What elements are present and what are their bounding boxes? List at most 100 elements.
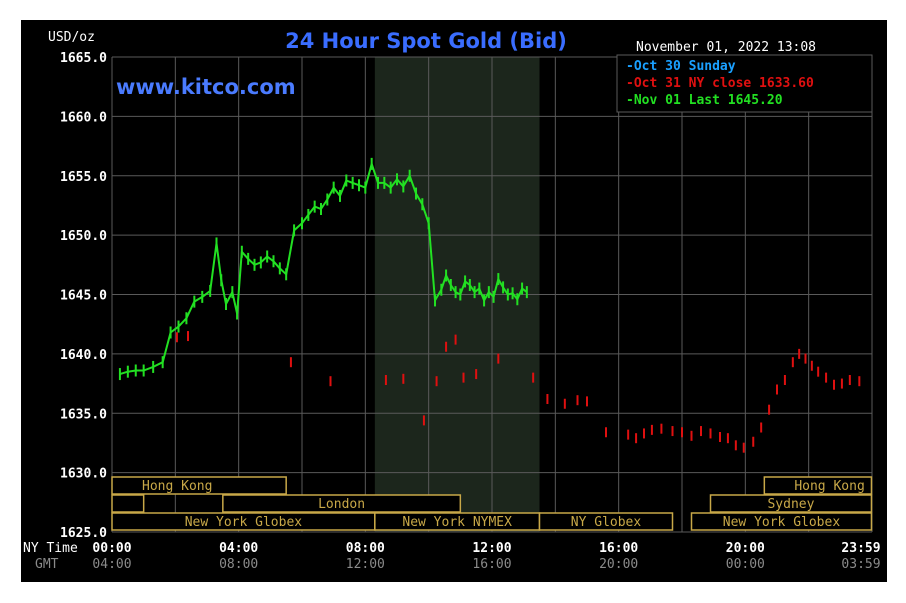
today-tick-39	[383, 176, 386, 189]
x-tick-label-gmt: 08:00	[219, 557, 258, 572]
today-tick-47	[434, 294, 436, 307]
today-tick-65	[521, 282, 524, 295]
previous-tick-9	[454, 334, 457, 345]
previous-tick-19	[627, 429, 630, 440]
previous-tick-29	[719, 432, 721, 442]
session-box	[111, 494, 145, 513]
previous-tick-18	[605, 427, 607, 438]
x-tick-label-ny: 20:00	[726, 541, 765, 556]
gold-price-chart: Hong Kong Hong Kong London Sydney New York G…	[21, 20, 887, 582]
x-tick-label-gmt: 12:00	[346, 557, 385, 572]
previous-tick-30	[726, 433, 729, 444]
previous-tick-17	[586, 396, 588, 407]
previous-tick-2	[289, 357, 292, 368]
x-axis: 00:0004:0004:0008:0008:0012:0012:0016:00…	[92, 541, 880, 572]
today-tick-19	[253, 258, 256, 271]
previous-tick-13	[532, 372, 535, 383]
today-tick-21	[266, 250, 269, 263]
today-tick-29	[320, 203, 322, 215]
previous-tick-33	[752, 436, 755, 447]
session-box	[111, 476, 287, 495]
session-box	[709, 494, 873, 513]
unit-label: USD/oz	[48, 30, 95, 45]
today-tick-12	[215, 237, 218, 250]
today-tick-52	[459, 288, 462, 301]
x-tick-label-gmt: 00:00	[726, 557, 765, 572]
today-tick-17	[240, 245, 243, 258]
today-tick-0	[118, 368, 121, 381]
previous-tick-45	[840, 378, 843, 389]
previous-tick-42	[817, 366, 820, 377]
previous-tick-3	[329, 376, 332, 387]
legend-today: -Nov 01 Last 1645.20	[626, 93, 783, 108]
today-tick-31	[332, 181, 335, 194]
y-tick-label: 1660.0	[60, 110, 107, 125]
gmt-row-label: GMT	[35, 557, 59, 572]
legend-previous: -Oct 31 NY close 1633.60	[626, 76, 814, 91]
market-sessions: Hong Kong Hong Kong London Sydney New York G…	[111, 476, 873, 531]
today-tick-32	[339, 189, 341, 202]
today-tick-38	[377, 176, 379, 189]
x-tick-label-gmt: 03:59	[841, 557, 880, 572]
previous-tick-28	[709, 428, 712, 439]
previous-tick-25	[681, 427, 683, 438]
today-tick-42	[402, 180, 405, 193]
previous-tick-11	[475, 369, 478, 380]
previous-tick-14	[546, 394, 549, 404]
previous-tick-10	[462, 372, 465, 383]
today-tick-5	[161, 356, 164, 369]
y-tick-label: 1665.0	[60, 51, 107, 66]
today-tick-34	[351, 176, 354, 189]
today-tick-44	[415, 187, 417, 200]
today-tick-51	[454, 286, 457, 299]
session-box	[538, 512, 674, 531]
today-tick-20	[259, 256, 262, 269]
ny-time-row-label: NY Time	[23, 541, 78, 556]
y-axis: 1665.0 1660.0 1655.0 1650.0 1645.0 1640.0 1635…	[60, 51, 107, 541]
x-tick-label-ny: 04:00	[219, 541, 258, 556]
website-label: www.kitco.com	[116, 75, 296, 99]
x-tick-label-gmt: 16:00	[472, 557, 511, 572]
today-tick-13	[220, 274, 223, 287]
session-label: New York NYMEX	[402, 515, 512, 530]
previous-tick-27	[700, 426, 702, 437]
today-tick-6	[169, 326, 172, 339]
y-tick-label: 1640.0	[60, 348, 107, 363]
session-label: Hong Kong	[142, 479, 212, 494]
today-tick-55	[473, 286, 476, 299]
y-tick-label: 1625.0	[60, 526, 107, 541]
previous-tick-26	[690, 430, 693, 441]
session-label: Sydney	[767, 497, 814, 512]
previous-tick-39	[798, 348, 801, 359]
previous-tick-38	[791, 357, 794, 368]
previous-tick-36	[776, 384, 778, 395]
today-tick-48	[440, 283, 443, 296]
previous-tick-0	[175, 332, 178, 343]
y-tick-label: 1635.0	[60, 407, 107, 422]
today-tick-26	[301, 217, 303, 230]
session-box	[690, 512, 873, 531]
y-tick-label: 1650.0	[60, 229, 107, 244]
x-tick-label-gmt: 04:00	[92, 557, 131, 572]
today-tick-27	[307, 208, 310, 221]
today-tick-25	[293, 224, 296, 237]
x-tick-label-ny: 16:00	[599, 541, 638, 556]
previous-tick-37	[783, 375, 786, 385]
previous-tick-46	[848, 375, 851, 385]
today-tick-61	[502, 281, 505, 294]
session-label: Hong Kong	[794, 479, 864, 494]
today-tick-35	[358, 179, 360, 192]
today-tick-23	[278, 262, 281, 275]
session-box	[763, 476, 873, 495]
today-tick-49	[445, 269, 448, 282]
today-tick-62	[506, 288, 509, 301]
previous-tick-1	[187, 331, 189, 342]
previous-tick-43	[825, 372, 828, 383]
timestamp: November 01, 2022 13:08	[636, 40, 816, 55]
legend-box	[616, 54, 873, 113]
previous-tick-23	[660, 423, 663, 434]
chart-title: 24 Hour Spot Gold (Bid)	[285, 29, 567, 53]
today-tick-4	[152, 360, 155, 373]
x-tick-label-ny: 08:00	[346, 541, 385, 556]
y-tick-label: 1645.0	[60, 289, 107, 304]
